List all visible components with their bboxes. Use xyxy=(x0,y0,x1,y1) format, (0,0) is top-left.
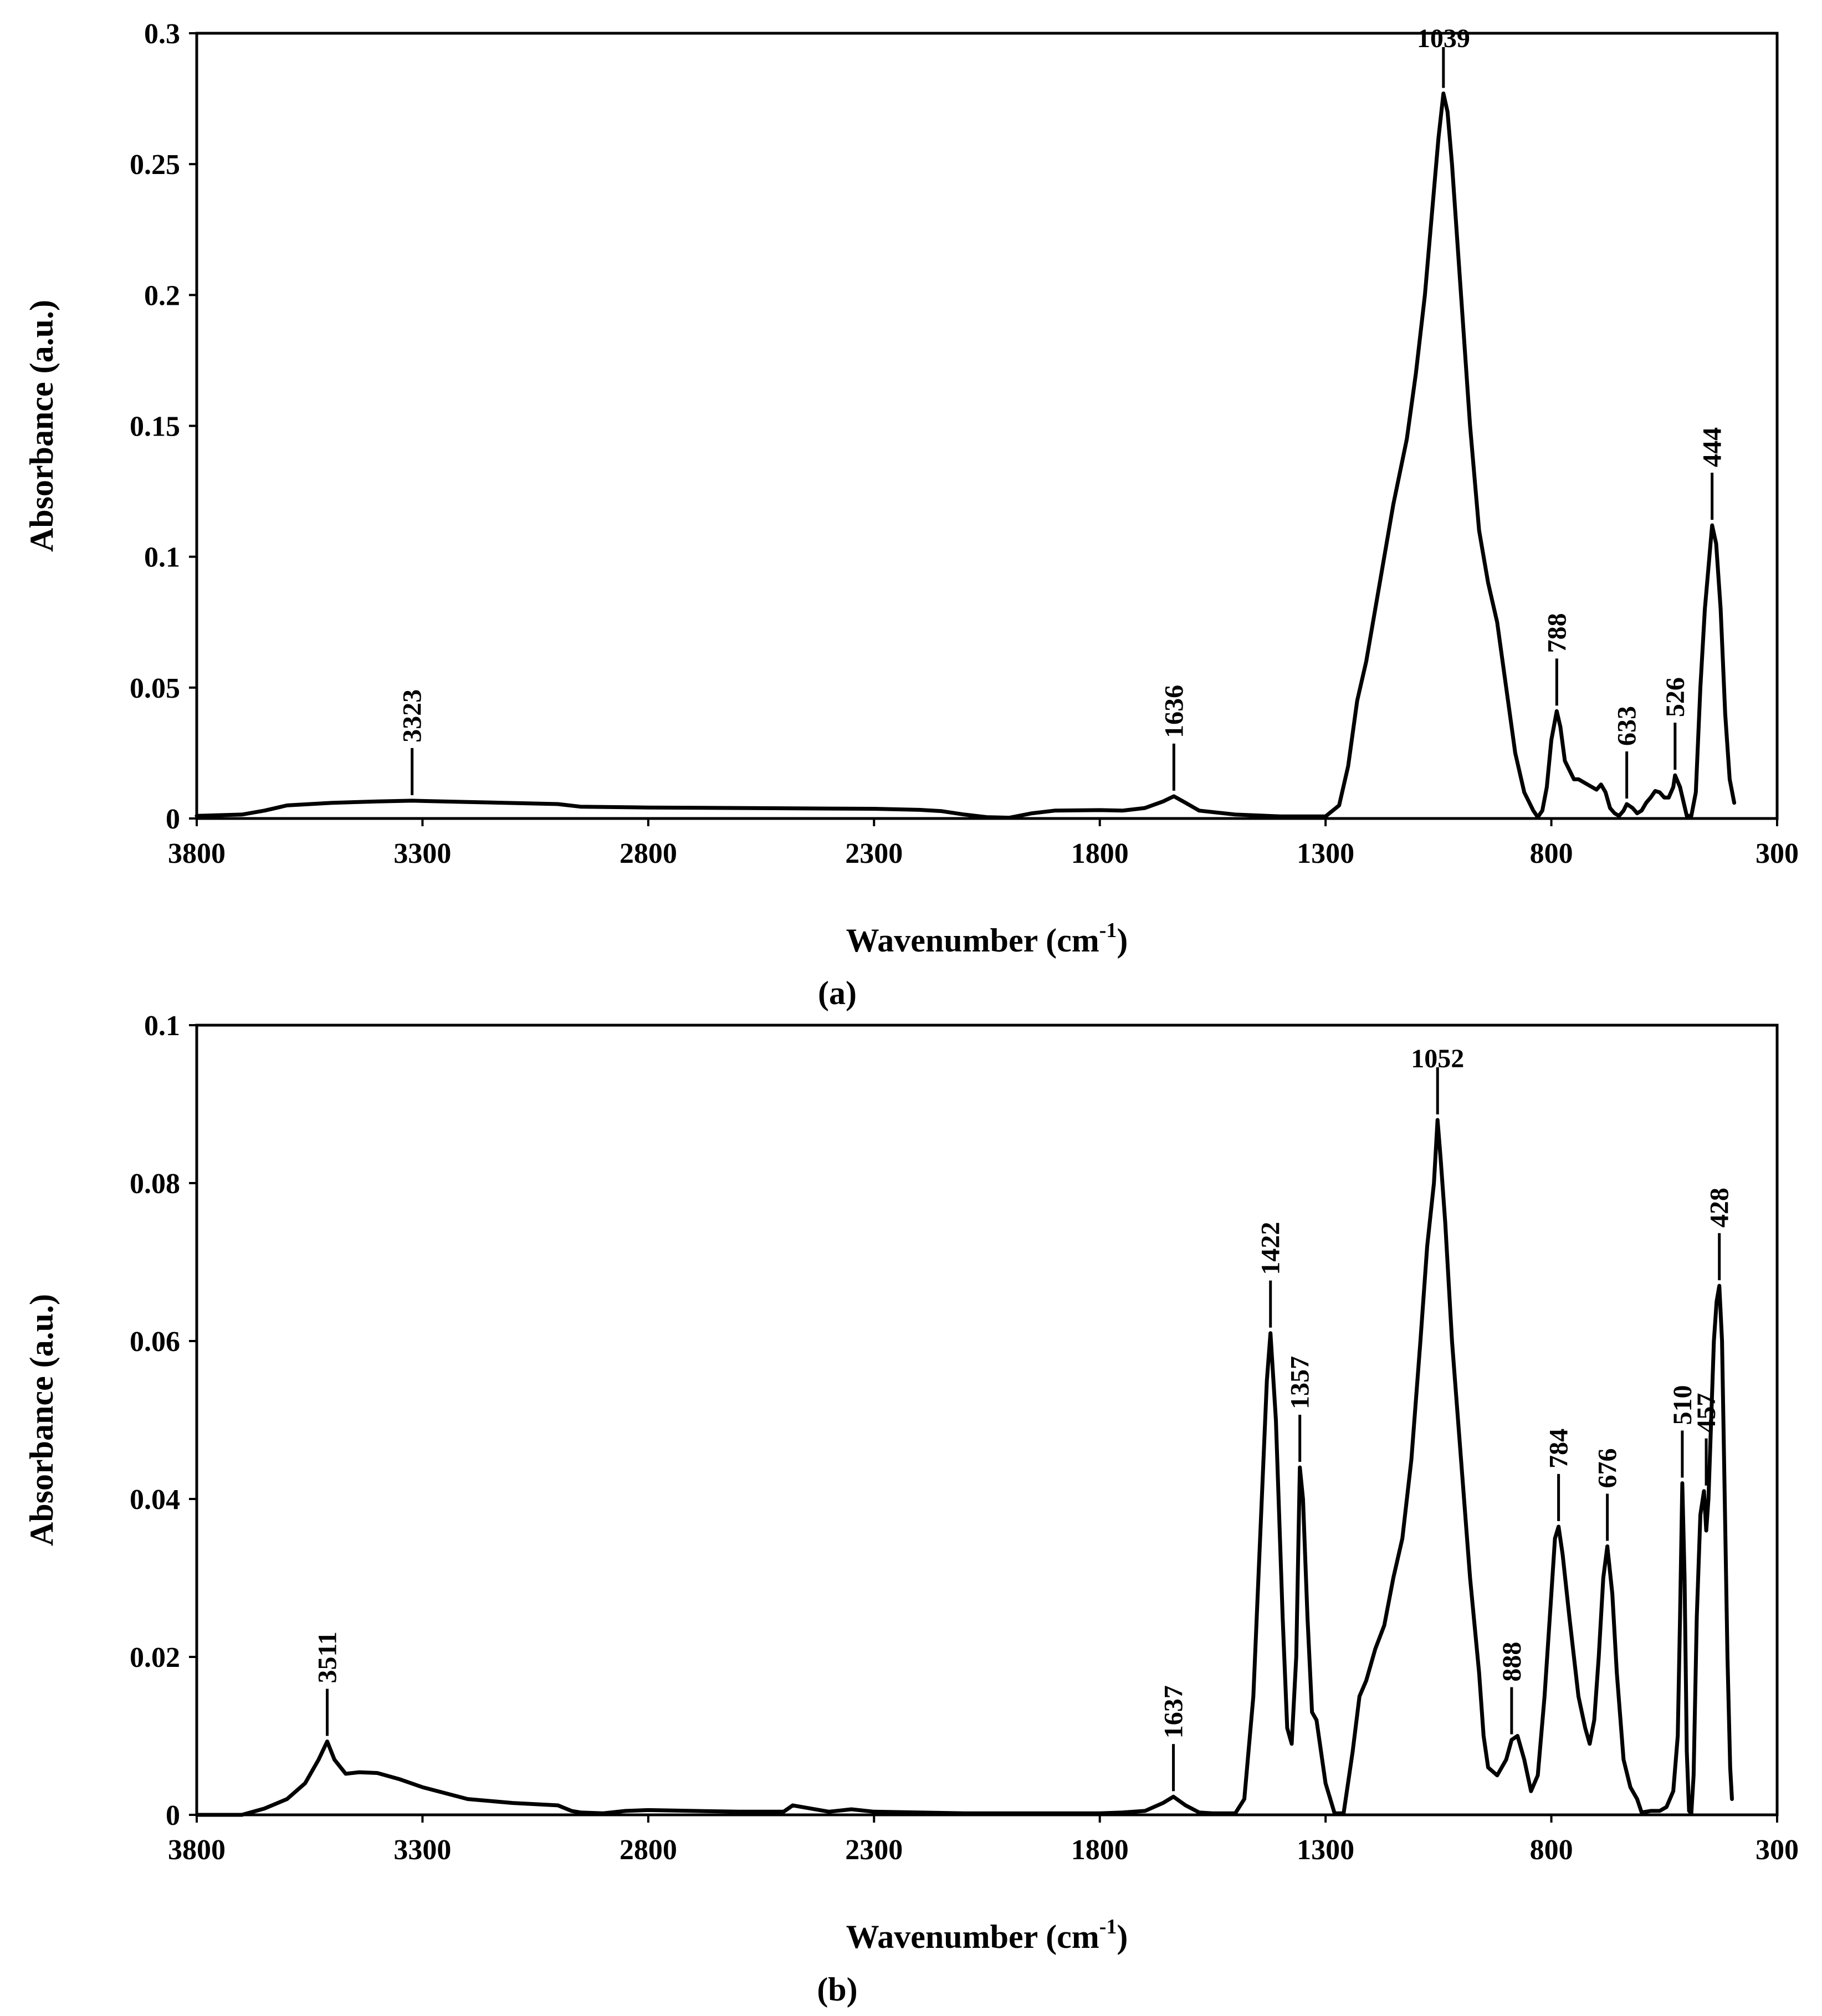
y-tick-label: 0 xyxy=(166,1800,180,1831)
y-axis-title: Absorbance (a.u.) xyxy=(23,300,60,552)
peak-label: 457 xyxy=(1692,1393,1721,1433)
x-axis-title-superscript: -1 xyxy=(1099,1915,1117,1938)
peak-label: 444 xyxy=(1698,427,1727,467)
y-tick-label: 0.3 xyxy=(144,18,180,50)
x-tick-label: 3300 xyxy=(393,1834,451,1866)
y-tick-label: 0.02 xyxy=(130,1642,180,1674)
x-tick-label: 300 xyxy=(1756,1834,1799,1866)
x-axis-title-superscript: -1 xyxy=(1099,919,1117,942)
x-tick-label: 800 xyxy=(1530,1834,1573,1866)
y-tick-label: 0.05 xyxy=(130,673,180,704)
x-axis-title-close: ) xyxy=(1117,1918,1128,1955)
peak-label: 1637 xyxy=(1159,1685,1189,1738)
y-tick-label: 0.1 xyxy=(144,542,180,574)
peak-label: 676 xyxy=(1593,1449,1623,1488)
x-tick-label: 800 xyxy=(1530,838,1573,869)
peak-label: 1636 xyxy=(1159,685,1189,738)
peak-label: 3511 xyxy=(313,1631,342,1683)
y-tick-label: 0.2 xyxy=(144,280,180,311)
peak-label: 788 xyxy=(1542,613,1572,653)
x-axis-title: Wavenumber (cm-1) xyxy=(846,1915,1128,1955)
x-axis-title-close: ) xyxy=(1117,922,1128,959)
peak-label: 526 xyxy=(1661,677,1690,717)
x-axis-title: Wavenumber (cm-1) xyxy=(846,919,1128,959)
panel-a: 3800 3300 2800 2300 1800 1300 800 300 0 0.05 0.1 0.… xyxy=(23,18,1799,1011)
y-tick-label: 0.25 xyxy=(130,149,180,181)
peak-label: 888 xyxy=(1497,1642,1527,1682)
panel-label: (b) xyxy=(817,1971,857,2008)
x-tick-label: 2800 xyxy=(620,1834,677,1866)
x-axis-title-text: Wavenumber (cm xyxy=(846,1918,1099,1955)
peak-label: 1052 xyxy=(1411,1044,1464,1073)
x-tick-label: 1300 xyxy=(1297,1834,1354,1866)
y-tick-label: 0.1 xyxy=(144,1010,180,1042)
spectrum-line xyxy=(195,1118,1734,1817)
x-tick-label: 1300 xyxy=(1297,838,1354,869)
x-tick-label: 2300 xyxy=(845,838,903,869)
x-tick-label: 3300 xyxy=(393,838,451,869)
y-tick-label: 0.06 xyxy=(130,1326,180,1358)
x-tick-label: 3800 xyxy=(168,838,226,869)
peak-label: 1039 xyxy=(1417,24,1470,53)
y-axis-title: Absorbance (a.u.) xyxy=(23,1294,60,1546)
plot-frame xyxy=(195,32,1779,820)
x-tick-label: 2300 xyxy=(845,1834,903,1866)
x-tick-label: 1800 xyxy=(1071,1834,1129,1866)
panel-b: 3800 3300 2800 2300 1800 1300 800 300 0 0.02 0.04 0… xyxy=(23,1010,1799,2008)
y-tick-label: 0.08 xyxy=(130,1168,180,1200)
peak-label: 428 xyxy=(1705,1188,1734,1227)
peak-label: 784 xyxy=(1544,1429,1574,1468)
spectrum-line xyxy=(195,91,1737,820)
peak-label: 1357 xyxy=(1286,1356,1315,1409)
y-tick-label: 0.04 xyxy=(130,1484,180,1516)
x-tick-label: 300 xyxy=(1756,838,1799,869)
peak-label: 3323 xyxy=(398,689,427,743)
peak-label: 633 xyxy=(1613,706,1642,746)
x-tick-label: 2800 xyxy=(620,838,677,869)
plot-frame xyxy=(195,1024,1779,1817)
x-tick-label: 3800 xyxy=(168,1834,226,1866)
peak-label: 1422 xyxy=(1256,1222,1286,1275)
y-tick-label: 0.15 xyxy=(130,411,180,443)
x-tick-label: 1800 xyxy=(1071,838,1129,869)
x-axis-title-text: Wavenumber (cm xyxy=(846,922,1099,959)
y-tick-label: 0 xyxy=(166,804,180,835)
peak-label: 510 xyxy=(1668,1385,1697,1425)
panel-label: (a) xyxy=(818,975,857,1011)
